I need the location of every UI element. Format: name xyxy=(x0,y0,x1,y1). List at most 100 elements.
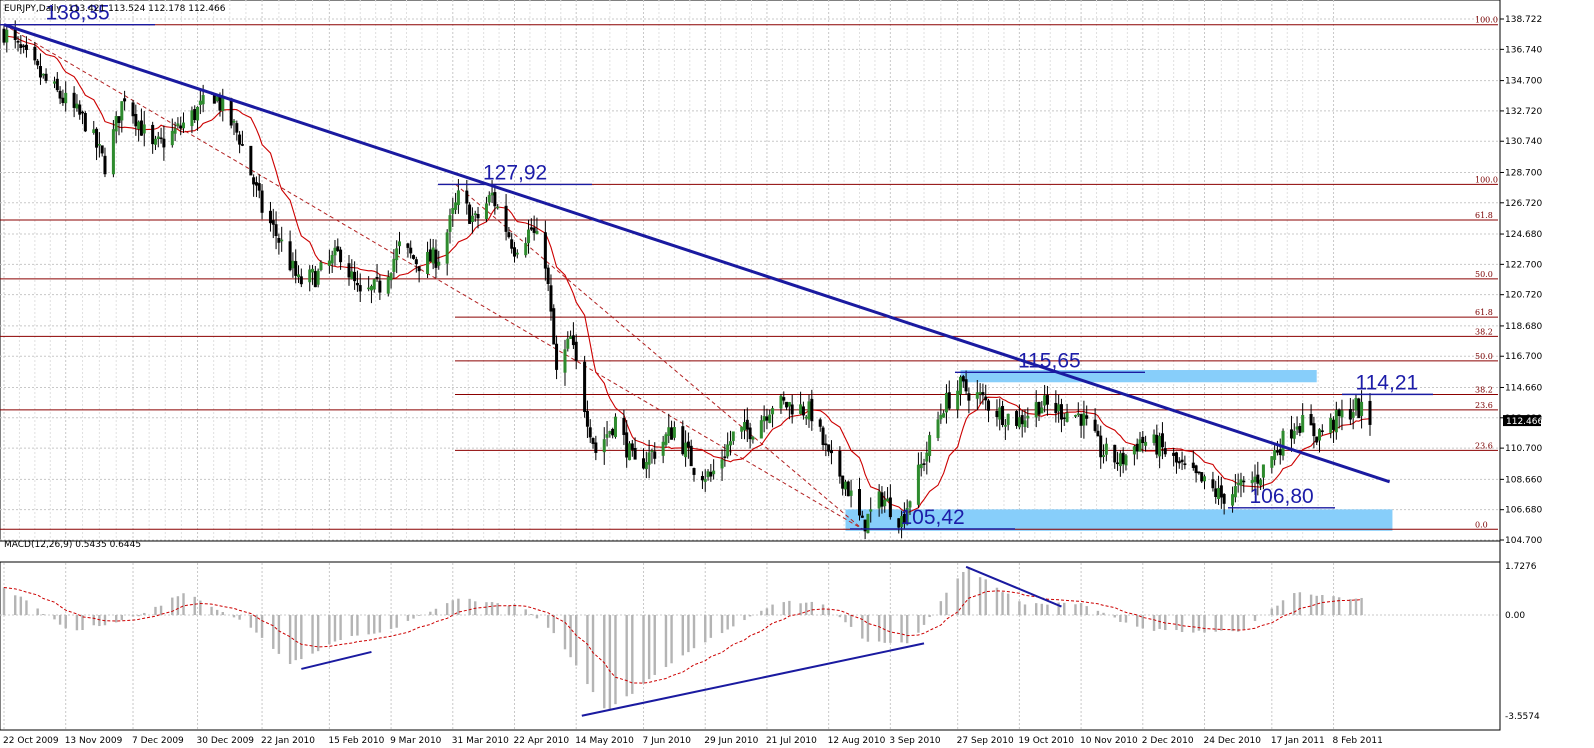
macd-histogram-bar xyxy=(647,615,651,680)
candle-body xyxy=(1093,419,1097,431)
macd-histogram-bar xyxy=(771,604,774,616)
candle-body xyxy=(353,271,357,282)
candle-body xyxy=(1158,435,1162,457)
candle-body xyxy=(198,100,202,105)
candle-body xyxy=(229,98,233,126)
candle-body xyxy=(19,44,23,48)
candle-body xyxy=(114,116,118,132)
macd-histogram-bar xyxy=(1023,604,1027,616)
candle-body xyxy=(978,392,982,394)
candle-body xyxy=(700,475,704,481)
candle-body xyxy=(627,443,631,461)
macd-histogram-bar xyxy=(810,601,814,616)
candle-body xyxy=(689,445,693,467)
candle-body xyxy=(58,90,62,99)
candle-body xyxy=(1332,419,1336,430)
macd-histogram-bar xyxy=(1360,597,1363,616)
candle-body xyxy=(961,376,965,382)
candle-body xyxy=(493,192,497,207)
price-tick-label: 116.700 xyxy=(1505,352,1542,362)
candle-body xyxy=(1006,413,1010,425)
macd-histogram-bar xyxy=(58,615,62,625)
candle-body xyxy=(866,513,870,534)
candle-body xyxy=(311,268,315,273)
macd-histogram-bar xyxy=(838,615,842,618)
macd-histogram-bar xyxy=(945,592,948,616)
candle-body xyxy=(728,441,732,446)
candle-body xyxy=(162,138,166,148)
macd-histogram-bar xyxy=(1035,603,1038,616)
candle-body xyxy=(594,442,598,453)
macd-histogram-bar xyxy=(1332,596,1335,616)
candle-body xyxy=(1219,485,1223,498)
candle-body xyxy=(280,239,284,242)
macd-histogram-bar xyxy=(889,615,892,643)
candle-body xyxy=(1236,482,1240,485)
macd-histogram-bar xyxy=(1175,615,1178,631)
candle-body xyxy=(1085,415,1089,419)
candle-body xyxy=(196,106,200,121)
price-tick-label: 110.700 xyxy=(1505,444,1542,454)
candle-body xyxy=(908,501,912,508)
candle-body xyxy=(412,255,416,259)
macd-histogram-bar xyxy=(154,606,157,616)
macd-histogram-bar xyxy=(378,615,382,633)
candle-body xyxy=(975,392,979,399)
macd-histogram-bar xyxy=(434,608,438,616)
candle-body xyxy=(333,247,337,256)
candle-body xyxy=(524,243,528,256)
date-tick-label: 2 Dec 2010 xyxy=(1142,736,1194,746)
candle-body xyxy=(987,400,991,411)
candle-body xyxy=(327,260,331,266)
macd-histogram-bar xyxy=(288,615,292,665)
macd-histogram-bar xyxy=(1057,602,1060,616)
candle-body xyxy=(252,177,256,185)
date-tick-label: 31 Mar 2010 xyxy=(452,736,509,746)
macd-histogram-bar xyxy=(373,615,376,634)
candle-body xyxy=(445,232,449,264)
candle-body xyxy=(1082,413,1086,426)
candle-body xyxy=(1239,479,1243,486)
candle-body xyxy=(1180,459,1184,463)
macd-histogram-bar xyxy=(978,577,982,616)
candle-body xyxy=(860,515,864,518)
macd-histogram-bar xyxy=(535,615,539,619)
macd-histogram-bar xyxy=(356,615,359,636)
candle-body xyxy=(190,110,194,127)
candle-body xyxy=(1222,494,1226,504)
macd-histogram-bar xyxy=(866,615,870,642)
candle-body xyxy=(515,252,519,255)
candle-body xyxy=(622,417,626,435)
candle-body xyxy=(692,468,696,475)
candle-body xyxy=(1259,479,1263,486)
candle-body xyxy=(1315,436,1319,443)
candle-body xyxy=(810,398,814,422)
candle-body xyxy=(546,267,550,284)
candle-body xyxy=(291,260,295,269)
chart-ohlc-label: 113.421 113.524 112.178 112.466 xyxy=(68,4,226,14)
candle-body xyxy=(240,144,244,146)
candle-body xyxy=(964,379,968,392)
candle-body xyxy=(487,195,491,203)
candle-body xyxy=(386,276,390,294)
candle-body xyxy=(1214,488,1218,498)
macd-histogram-bar xyxy=(98,615,101,627)
candle-body xyxy=(1253,476,1257,482)
price-tick-label: 136.740 xyxy=(1505,45,1542,55)
fib-level-label: 100.0 xyxy=(1475,175,1498,184)
macd-histogram-bar xyxy=(451,600,454,616)
candle-body xyxy=(367,287,371,290)
candle-body xyxy=(1200,472,1204,482)
candle-body xyxy=(1298,425,1302,433)
candle-body xyxy=(706,471,710,478)
date-tick-label: 30 Dec 2009 xyxy=(197,736,255,746)
candle-body xyxy=(434,249,438,268)
candle-body xyxy=(821,427,825,445)
macd-histogram-bar xyxy=(1197,615,1201,631)
macd-histogram-bar xyxy=(103,615,107,626)
date-tick-label: 22 Apr 2010 xyxy=(513,736,569,746)
candle-body xyxy=(13,29,17,40)
level-label: 106,80 xyxy=(1250,485,1314,508)
macd-histogram-bar xyxy=(799,603,802,616)
